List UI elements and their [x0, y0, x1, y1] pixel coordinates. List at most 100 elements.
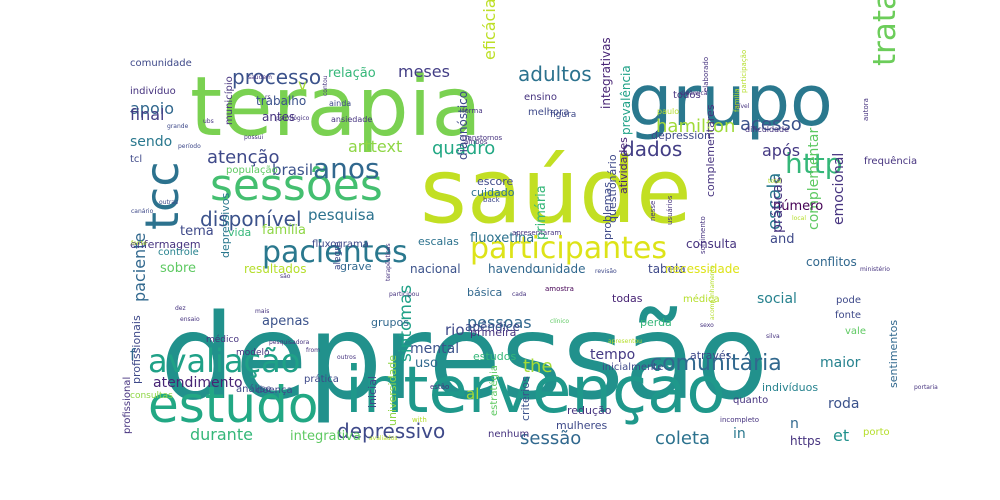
cloud-word: acompanhamento	[709, 265, 716, 320]
cloud-word: básica	[467, 286, 502, 299]
cloud-word: resultados	[244, 262, 307, 276]
cloud-word: participou	[389, 291, 419, 298]
cloud-word: paciente	[130, 233, 149, 302]
cloud-word: usuários	[666, 195, 674, 225]
cloud-word: sexo	[700, 322, 714, 329]
cloud-word: diagnóstico	[456, 91, 470, 160]
cloud-word: tabela	[648, 262, 686, 276]
cloud-word: primária	[534, 185, 549, 240]
cloud-word: emocional	[831, 153, 847, 225]
cloud-word: mental	[410, 341, 459, 357]
cloud-word: fonte	[835, 310, 861, 321]
cloud-word: pode	[836, 295, 861, 306]
cloud-word: controle	[158, 247, 199, 258]
cloud-word: modelo	[236, 348, 270, 358]
cloud-word: atenção	[207, 147, 280, 168]
cloud-word: comunitária	[650, 351, 782, 376]
cloud-word: psicológico	[276, 115, 310, 122]
cloud-word: apresentaram	[512, 229, 561, 237]
cloud-word: disponível	[200, 207, 302, 231]
cloud-word: pessoas	[467, 313, 532, 332]
cloud-word: redução	[567, 404, 612, 417]
cloud-word: local	[792, 215, 806, 222]
cloud-word: através	[690, 349, 732, 362]
cloud-word: pacientes	[262, 235, 408, 270]
cloud-word: estudos	[473, 350, 516, 363]
cloud-word: grupos	[371, 316, 409, 329]
cloud-word: rs	[265, 94, 271, 101]
cloud-word: médica	[683, 293, 720, 305]
cloud-word: atividades	[617, 137, 630, 194]
cloud-word: unidade	[537, 262, 586, 276]
cloud-word: prática	[304, 373, 339, 385]
cloud-word: uso	[415, 356, 438, 371]
cloud-word: https	[790, 434, 821, 448]
cloud-word: tratamento	[867, 0, 903, 66]
cloud-word: inicial	[366, 376, 379, 408]
cloud-word: forma	[462, 107, 483, 115]
cloud-word: população	[226, 165, 278, 176]
cloud-word: indivíduo	[130, 85, 176, 97]
cloud-word: estratégia	[488, 365, 500, 416]
cloud-word: nacional	[410, 262, 461, 276]
cloud-word: with	[412, 416, 427, 424]
cloud-word: enfermagem	[130, 238, 201, 251]
cloud-word: problemas	[601, 182, 614, 240]
cloud-word: sessão	[520, 428, 581, 449]
cloud-word: grave	[340, 260, 372, 273]
cloud-word: ministério	[860, 266, 890, 273]
cloud-word: avaliação	[148, 342, 300, 380]
cloud-word: frequência	[864, 155, 917, 167]
cloud-word: ansiedade	[331, 115, 372, 124]
cloud-word: depressão	[160, 288, 768, 426]
cloud-word: dinâmica	[680, 90, 708, 97]
cloud-word: profissional	[122, 377, 133, 434]
cloud-word: fluoxetina	[470, 231, 534, 246]
cloud-word: análise	[236, 383, 272, 395]
cloud-word: saúdem	[248, 74, 272, 81]
cloud-word: sessões	[210, 160, 383, 211]
cloud-word: final	[130, 105, 164, 124]
cloud-word: critérios	[519, 376, 532, 421]
cloud-word: mais	[255, 308, 269, 315]
cloud-word: escala	[764, 173, 785, 230]
cloud-word: integrativa	[290, 429, 361, 444]
cloud-word: necessidade	[665, 262, 740, 276]
cloud-word: total	[768, 178, 782, 185]
cloud-word: adultos	[518, 62, 592, 86]
cloud-word: processo	[232, 65, 321, 89]
cloud-word: estão	[430, 383, 449, 391]
cloud-word: mulheres	[556, 419, 608, 432]
cloud-word: durante	[190, 425, 253, 444]
cloud-word: apenas	[262, 314, 309, 329]
cloud-word: sofrimento	[699, 216, 707, 254]
cloud-word: apresentou	[608, 338, 642, 345]
cloud-word: comunidade	[130, 58, 192, 69]
cloud-word: in	[733, 426, 746, 442]
cloud-word: trabalho	[256, 94, 306, 108]
cloud-word: transtornos	[462, 134, 502, 142]
cloud-word: depressivo	[337, 419, 445, 443]
cloud-word: anos	[313, 152, 380, 185]
cloud-word: roda	[828, 396, 859, 412]
cloud-word: amostra	[545, 285, 574, 293]
cloud-word: clínico	[550, 318, 569, 325]
cloud-word: vale	[845, 326, 866, 337]
cloud-word: meses	[398, 62, 450, 81]
cloud-word: práticas	[770, 177, 786, 233]
cloud-word: tcl	[130, 154, 142, 165]
cloud-word: grande	[167, 123, 189, 130]
cloud-word: quadro	[432, 138, 495, 159]
cloud-word: tema	[180, 224, 214, 239]
cloud-word: autora	[862, 98, 870, 121]
cloud-word: alegre	[333, 241, 343, 270]
cloud-word: número	[773, 199, 823, 214]
cloud-word: terapêuticas	[385, 243, 392, 281]
cloud-word: consulta	[686, 237, 737, 251]
cloud-word: apoio	[130, 99, 174, 118]
cloud-word: eficácia	[480, 0, 499, 60]
cloud-word: relação	[328, 66, 376, 81]
cloud-word: sobre	[160, 261, 196, 276]
cloud-word: questionário	[606, 154, 619, 223]
cloud-word: estudo	[148, 376, 318, 434]
